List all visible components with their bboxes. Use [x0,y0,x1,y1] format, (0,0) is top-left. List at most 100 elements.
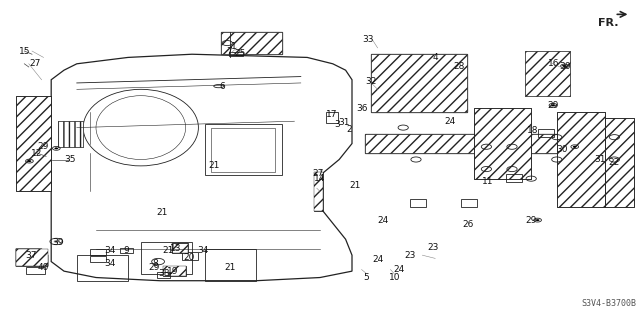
Text: 4: 4 [433,53,438,62]
Text: 7: 7 [227,47,232,56]
Bar [221,32,282,54]
Text: 6: 6 [220,82,225,91]
Bar [172,243,188,253]
Text: 40: 40 [38,263,49,272]
Text: 23: 23 [404,251,415,260]
Bar [205,124,282,175]
Bar [605,118,634,207]
Text: 30: 30 [559,63,571,71]
Bar [557,112,605,207]
Text: 27: 27 [312,169,324,178]
Text: 16: 16 [548,59,559,68]
Bar [90,249,106,255]
Text: 34: 34 [197,246,209,255]
Text: 2: 2 [346,125,351,134]
Text: 9: 9 [124,246,129,255]
Bar [163,266,186,276]
Bar [365,134,557,153]
Text: 14: 14 [314,174,326,183]
Text: 29: 29 [38,142,49,151]
Text: FR.: FR. [598,18,619,27]
Text: 1: 1 [231,42,236,51]
Text: 24: 24 [394,265,405,274]
Text: 18: 18 [527,126,539,135]
Text: 31: 31 [339,118,350,127]
Text: 11: 11 [482,177,493,186]
Text: 12: 12 [31,149,43,158]
Text: 32: 32 [365,77,377,86]
Text: 37: 37 [25,251,36,260]
Bar [371,54,467,112]
Circle shape [54,240,59,243]
Bar [525,51,570,96]
Circle shape [28,160,31,162]
Text: 19: 19 [167,267,179,276]
Text: 34: 34 [104,246,116,255]
Circle shape [563,65,566,67]
Text: 26: 26 [463,220,474,229]
Text: 15: 15 [19,47,30,56]
Bar [120,248,133,253]
Text: 8: 8 [152,259,157,268]
Text: 29: 29 [148,263,159,272]
Text: 27: 27 [29,59,41,68]
Bar [410,199,426,207]
Text: 38: 38 [159,269,170,278]
Text: 34: 34 [104,259,116,268]
Text: 5: 5 [364,273,369,282]
Text: 36: 36 [356,104,367,113]
Bar [157,272,170,278]
Text: 35: 35 [65,155,76,164]
Bar [605,118,634,207]
Text: 22: 22 [609,158,620,167]
Text: 21: 21 [349,181,361,189]
Bar [474,108,531,179]
Text: 21: 21 [162,246,173,255]
Bar [16,96,51,191]
Text: 24: 24 [377,216,388,225]
Text: 13: 13 [170,244,182,253]
Text: 10: 10 [389,273,401,282]
Bar [474,108,531,179]
Text: 28: 28 [453,63,465,71]
Bar [371,54,467,112]
Bar [16,249,48,266]
Bar [557,112,605,207]
Circle shape [54,147,58,149]
Text: 33: 33 [362,35,374,44]
Text: 21: 21 [225,263,236,272]
Bar [314,172,323,211]
Circle shape [573,146,577,148]
Bar [538,129,554,137]
Bar [172,243,188,253]
Text: 3: 3 [335,120,340,129]
Bar [326,112,338,123]
Bar [58,121,83,147]
Text: 24: 24 [372,256,383,264]
Bar [211,128,275,172]
Bar [525,51,570,96]
Bar [461,199,477,207]
Text: 24: 24 [444,117,456,126]
Bar [90,256,106,262]
Text: 21: 21 [208,161,220,170]
Text: 29: 29 [525,216,536,225]
Text: 39: 39 [52,238,63,247]
Text: 17: 17 [326,110,337,119]
Text: 29: 29 [547,101,559,110]
Circle shape [536,219,540,221]
Text: 30: 30 [556,145,568,154]
Text: 21: 21 [156,208,168,217]
Bar [229,52,243,56]
Bar [365,134,557,153]
Text: 20: 20 [184,253,195,262]
Bar [58,121,83,147]
Text: 23: 23 [427,243,438,252]
Bar [26,267,45,274]
Text: 31: 31 [595,155,606,164]
Bar [16,96,51,191]
Circle shape [551,104,555,106]
Bar [506,174,522,182]
Text: 25: 25 [234,49,246,58]
Bar [221,32,282,54]
